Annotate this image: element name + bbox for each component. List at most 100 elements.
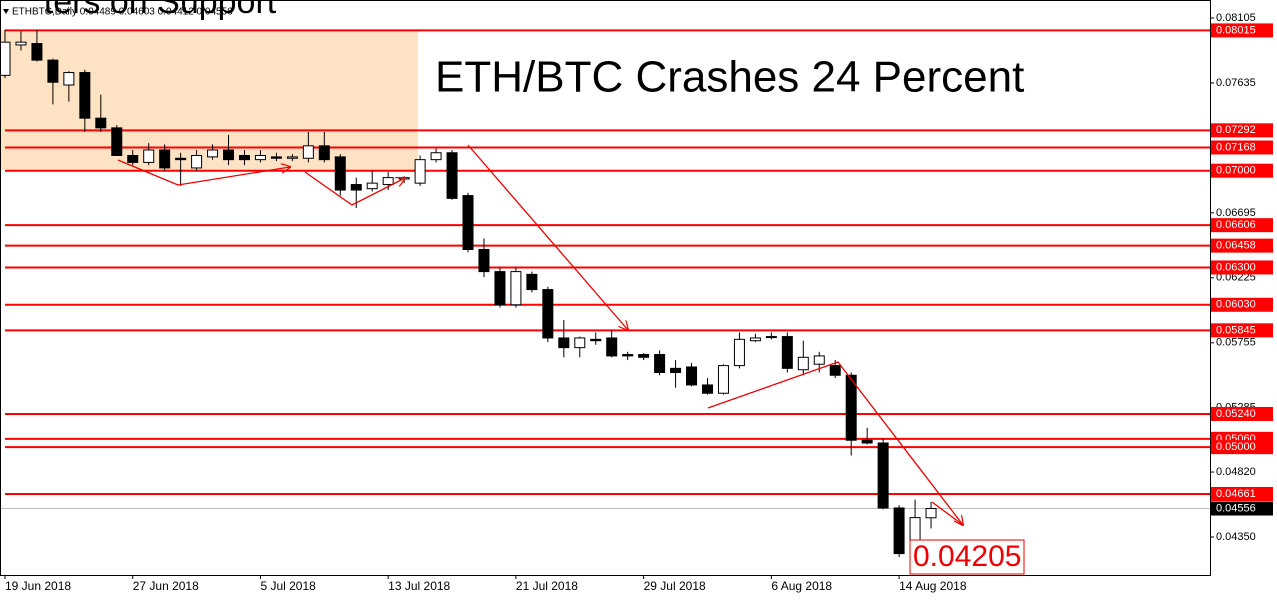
level-label-box [1211,238,1273,253]
candle-body [414,159,426,184]
candle-body [654,354,666,374]
annotation-box [909,539,1025,575]
candle-body [302,145,314,159]
candle-body [159,149,171,169]
x-tick-label: 5 Jul 2018 [260,579,316,593]
y-tick-label: 0.04820 [1216,466,1256,478]
candle-body [31,43,43,61]
trend-arrows [117,144,963,525]
arrow [467,144,628,330]
level-label-box [1211,323,1273,338]
candle-body [510,271,522,306]
plot-frame [0,0,1211,576]
y-tick-label: 0.06695 [1216,207,1256,219]
candle-body [670,367,682,374]
candle-body [254,154,266,161]
level-label: 0.07000 [1216,165,1256,177]
candle-body [79,72,91,119]
candle-body [686,366,698,386]
candle-body [63,72,75,86]
level-label-box [1211,440,1273,455]
x-tick-label: 19 Jun 2018 [5,579,71,593]
level-label: 0.06606 [1216,219,1256,231]
candle-body [15,41,27,46]
candle-body [797,356,809,371]
candle-body [238,154,250,161]
candle-body [446,152,458,199]
level-label: 0.07168 [1216,141,1256,153]
support-zone [0,30,418,170]
current-price-label: 0.04556 [1216,502,1256,514]
candle-body [430,152,442,161]
level-label-box [1211,218,1273,233]
level-label-box [1211,140,1273,155]
candle-body [462,195,474,250]
candle-body [765,336,777,339]
candle-body [526,273,538,291]
level-label: 0.06458 [1216,240,1256,252]
level-label-box [1211,163,1273,178]
y-tick-label: 0.06225 [1216,272,1256,284]
header-title: ters on Support [44,0,277,21]
x-tick-label: 21 Jul 2018 [516,579,578,593]
candle-body [542,289,554,339]
level-label: 0.05000 [1216,441,1256,453]
candle-body [606,337,618,357]
candle-body [829,365,841,376]
candle-body [286,156,298,159]
level-label-box [1211,123,1273,138]
level-label: 0.06030 [1216,299,1256,311]
x-tick-label: 27 Jun 2018 [133,579,199,593]
candle-body [366,182,378,190]
candle-body [813,355,825,365]
candle-body [350,184,362,191]
candle-body [223,149,235,161]
candle-body [702,384,714,394]
level-label-box [1211,406,1273,421]
annotation: 0.04205 [913,540,1021,573]
level-label-box [1211,260,1273,275]
level-label-box [1211,297,1273,312]
candle-body [638,354,650,358]
x-tick-label: 29 Jul 2018 [644,579,706,593]
level-label: 0.08015 [1216,24,1256,36]
arrow [304,171,405,206]
y-tick-label: 0.05755 [1216,337,1256,349]
candle-body [893,507,905,555]
y-tick-label: 0.04350 [1216,531,1256,543]
candle-body [925,508,937,519]
candle-body [845,374,857,441]
candle-body [207,149,219,158]
candle-body [0,41,11,76]
level-label: 0.06300 [1216,261,1256,273]
candle-body [749,337,761,342]
candle-body [494,271,506,306]
y-tick-label: 0.08105 [1216,12,1256,24]
candle-body [191,154,203,169]
candle-body [717,365,729,394]
y-tick-label: 0.07635 [1216,77,1256,89]
candle-body [861,439,873,444]
x-tick-label: 14 Aug 2018 [899,579,967,593]
candle-body [382,177,394,186]
candle-body [733,338,745,367]
info: ETHBTC,Daily 0.04489 0.04603 0.04412 0.0… [12,7,233,18]
candle-body [270,156,282,159]
arrow [117,159,290,186]
candle-body [127,154,139,163]
level-label: 0.05240 [1216,408,1256,420]
candle-body [478,248,490,273]
candle-body [175,157,187,161]
candle-body [574,337,586,349]
current-price-box [1211,501,1273,516]
level-label-box [1211,487,1273,502]
candle-body [590,338,602,342]
candle-body [558,337,570,349]
candle-body [95,117,107,129]
candle-body [111,127,123,156]
candle-body [877,442,889,509]
chart-title: ETH/BTC Crashes 24 Percent [435,53,1024,102]
candle-body [622,354,634,357]
